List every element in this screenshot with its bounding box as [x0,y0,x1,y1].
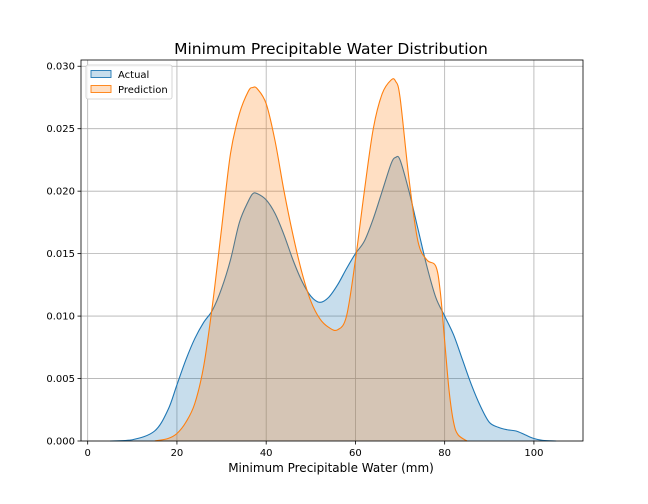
y-axis: 0.000 0.005 0.010 0.015 0.020 0.025 0.030 [46,62,81,448]
y-tick-label: 0.000 [46,437,75,448]
x-tick-label: 80 [438,448,451,459]
x-axis-label: Minimum Precipitable Water (mm) [228,461,434,475]
x-tick-label: 40 [260,448,273,459]
prediction-line [154,78,468,442]
legend-label-actual: Actual [118,70,149,81]
y-tick-label: 0.020 [46,187,75,198]
y-tick-label: 0.025 [46,124,75,135]
legend-label-prediction: Prediction [118,85,168,96]
y-tick-label: 0.005 [46,374,75,385]
x-tick-label: 60 [349,448,362,459]
actual-line [109,155,557,442]
x-tick-label: 20 [171,448,184,459]
legend-swatch-prediction [90,85,112,93]
chart-title: Minimum Precipitable Water Distribution [174,40,488,58]
y-tick-label: 0.015 [46,249,75,260]
legend-swatch-actual [90,70,112,78]
legend: Actual Prediction [85,64,173,100]
grid [81,60,583,442]
plot-frame [80,59,584,442]
actual-area [110,156,557,441]
series-layer [109,78,557,442]
legend-box [85,64,173,100]
x-axis: 0 20 40 60 80 100 [85,441,543,459]
y-tick-label: 0.010 [46,312,75,323]
x-tick-label: 100 [524,448,543,459]
x-tick-label: 0 [85,448,91,459]
prediction-area [154,78,467,441]
y-tick-label: 0.030 [46,62,75,73]
